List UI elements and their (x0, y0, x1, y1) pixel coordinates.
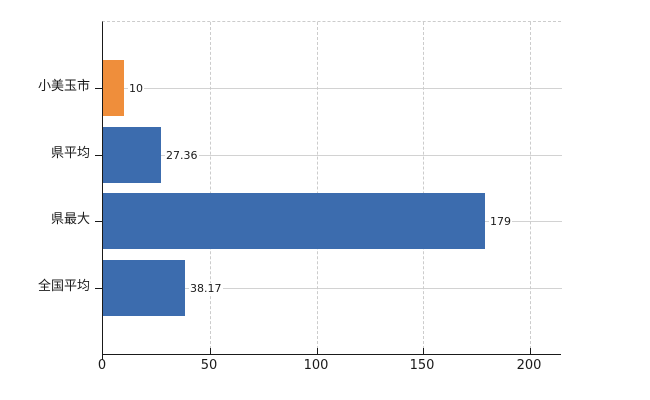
x-axis-tick (530, 348, 531, 354)
x-axis-tick (210, 348, 211, 354)
y-axis-tick (95, 288, 102, 289)
vertical-gridline (210, 22, 211, 354)
x-axis-tick (423, 348, 424, 354)
bar-value-label: 38.17 (189, 282, 223, 295)
x-axis-tick-label: 50 (200, 358, 218, 373)
bar-県最大 (103, 193, 485, 249)
x-axis-tick-label: 200 (516, 358, 542, 373)
x-axis-origin-tick (102, 354, 103, 360)
bar-value-label: 27.36 (165, 149, 199, 162)
bar-県平均 (103, 127, 161, 183)
vertical-gridline (317, 22, 318, 354)
category-label: 県平均 (50, 146, 90, 161)
y-axis-tick (95, 221, 102, 222)
category-label: 全国平均 (37, 279, 90, 294)
bar-全国平均 (103, 260, 185, 316)
horizontal-gridline (103, 155, 562, 156)
x-axis-tick (317, 348, 318, 354)
chart-plot-area: 10 27.36 179 38.17 (95, 21, 562, 360)
horizontal-gridline (103, 288, 562, 289)
category-label: 小美玉市 (37, 79, 90, 94)
bar-value-label: 179 (489, 215, 512, 228)
vertical-gridline (423, 22, 424, 354)
x-axis-tick-label: 150 (409, 358, 435, 373)
vertical-gridline (530, 22, 531, 354)
bar-小美玉市 (103, 60, 124, 116)
x-axis-tick-label: 0 (97, 358, 107, 373)
y-axis-tick (95, 88, 102, 89)
x-axis-tick-label: 100 (303, 358, 329, 373)
category-label: 県最大 (50, 212, 90, 227)
y-axis-tick (95, 155, 102, 156)
bar-value-label: 10 (128, 82, 144, 95)
horizontal-gridline (103, 88, 562, 89)
